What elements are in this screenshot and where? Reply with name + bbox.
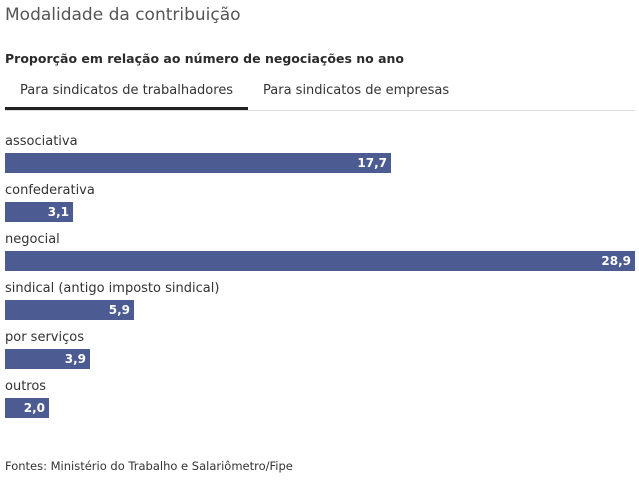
category-label: sindical (antigo imposto sindical) xyxy=(5,281,220,296)
tab-bar: Para sindicatos de trabalhadores Para si… xyxy=(5,80,635,111)
bar: 28,9 xyxy=(5,251,635,271)
bar-row: confederativa 3,1 xyxy=(5,182,635,224)
bar: 3,9 xyxy=(5,349,90,369)
value-label: 3,9 xyxy=(64,352,86,366)
category-label: outros xyxy=(5,379,47,394)
bar-row: sindical (antigo imposto sindical) 5,9 xyxy=(5,280,635,322)
value-label: 3,1 xyxy=(47,205,69,219)
tab-sindicatos-trabalhadores[interactable]: Para sindicatos de trabalhadores xyxy=(5,80,248,110)
category-label: associativa xyxy=(5,134,78,149)
bar: 3,1 xyxy=(5,202,73,222)
bar-track: 2,0 xyxy=(5,398,635,418)
value-label: 2,0 xyxy=(23,401,45,415)
bar-row: por serviços 3,9 xyxy=(5,329,635,371)
bar: 2,0 xyxy=(5,398,49,418)
category-label: negocial xyxy=(5,232,60,247)
category-label: por serviços xyxy=(5,330,84,345)
bar-row: associativa 17,7 xyxy=(5,133,635,175)
chart-subtitle: Proporção em relação ao número de negoci… xyxy=(5,51,405,66)
tab-sindicatos-empresas[interactable]: Para sindicatos de empresas xyxy=(263,83,450,98)
source-note: Fontes: Ministério do Trabalho e Salariô… xyxy=(5,459,293,473)
bar-track: 3,9 xyxy=(5,349,635,369)
bar-track: 3,1 xyxy=(5,202,635,222)
bar: 5,9 xyxy=(5,300,134,320)
chart-title: Modalidade da contribuição xyxy=(5,5,241,25)
category-label: confederativa xyxy=(5,183,95,198)
bar-row: negocial 28,9 xyxy=(5,231,635,273)
value-label: 28,9 xyxy=(601,254,631,268)
bar-track: 28,9 xyxy=(5,251,635,271)
bar: 17,7 xyxy=(5,153,391,173)
bar-track: 17,7 xyxy=(5,153,635,173)
bar-track: 5,9 xyxy=(5,300,635,320)
value-label: 17,7 xyxy=(357,156,387,170)
bar-row: outros 2,0 xyxy=(5,378,635,420)
value-label: 5,9 xyxy=(108,303,130,317)
